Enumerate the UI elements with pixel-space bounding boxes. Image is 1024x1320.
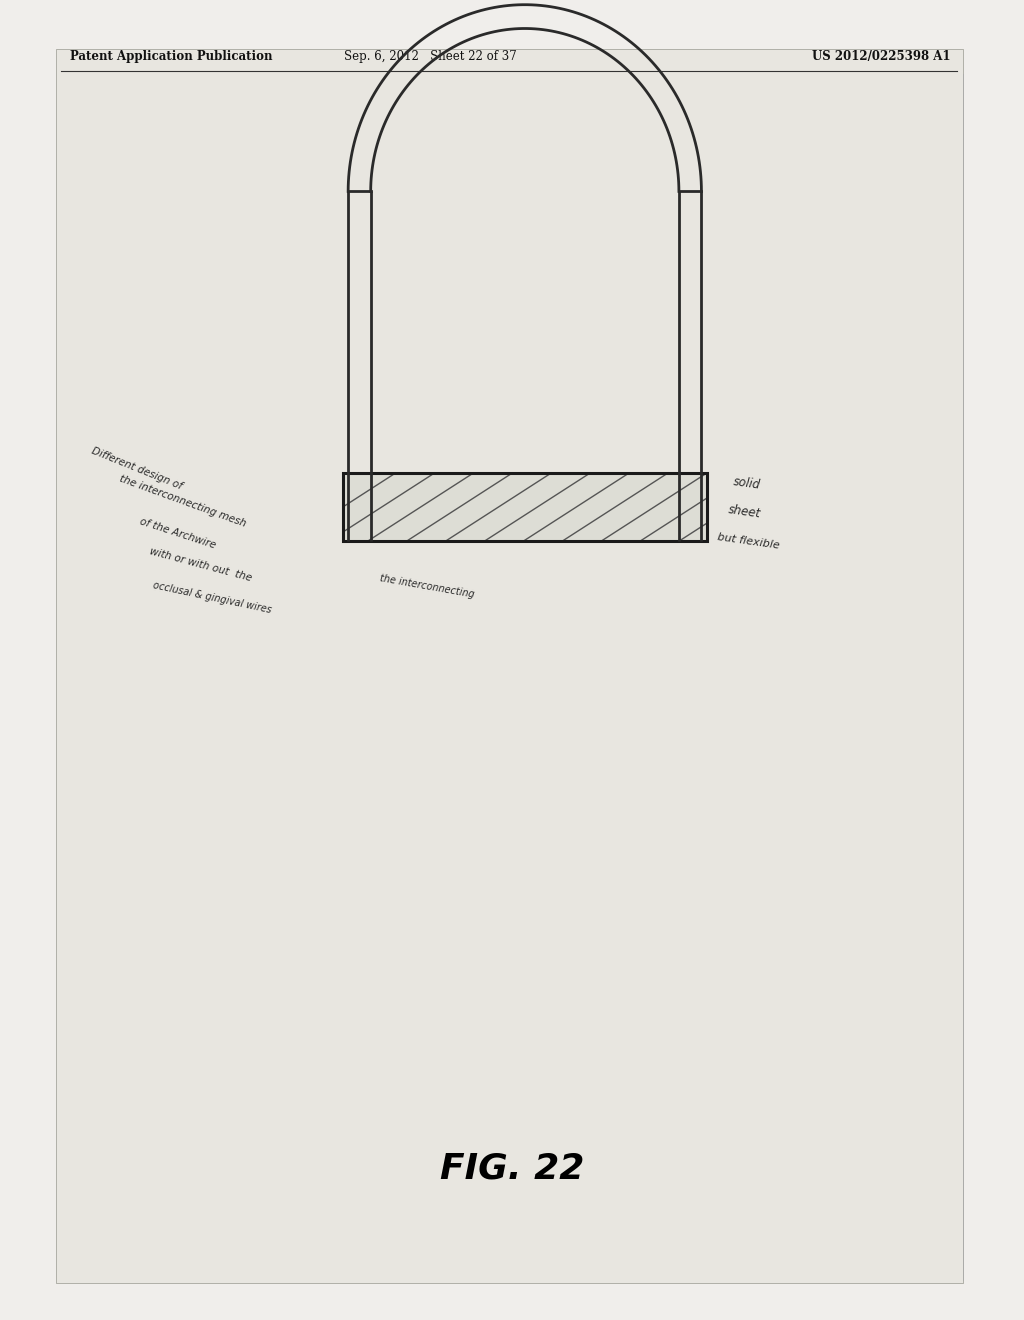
Text: the interconnecting: the interconnecting [379, 573, 475, 599]
Text: US 2012/0225398 A1: US 2012/0225398 A1 [812, 50, 950, 63]
Text: the interconnecting mesh: the interconnecting mesh [118, 474, 247, 529]
Text: Sep. 6, 2012   Sheet 22 of 37: Sep. 6, 2012 Sheet 22 of 37 [344, 50, 516, 63]
Bar [343, 473, 707, 541]
Text: solid: solid [732, 475, 761, 491]
Text: of the Archwire: of the Archwire [138, 516, 217, 550]
Text: FIG. 22: FIG. 22 [440, 1151, 584, 1185]
Text: with or with out  the: with or with out the [148, 546, 253, 583]
Text: Patent Application Publication: Patent Application Publication [70, 50, 272, 63]
Text: but flexible: but flexible [717, 532, 780, 550]
Text: sheet: sheet [727, 503, 761, 521]
Text: Different design of: Different design of [90, 446, 183, 491]
Bar [56, 49, 963, 1283]
Text: occlusal & gingival wires: occlusal & gingival wires [152, 581, 272, 615]
Bar [343, 473, 707, 541]
